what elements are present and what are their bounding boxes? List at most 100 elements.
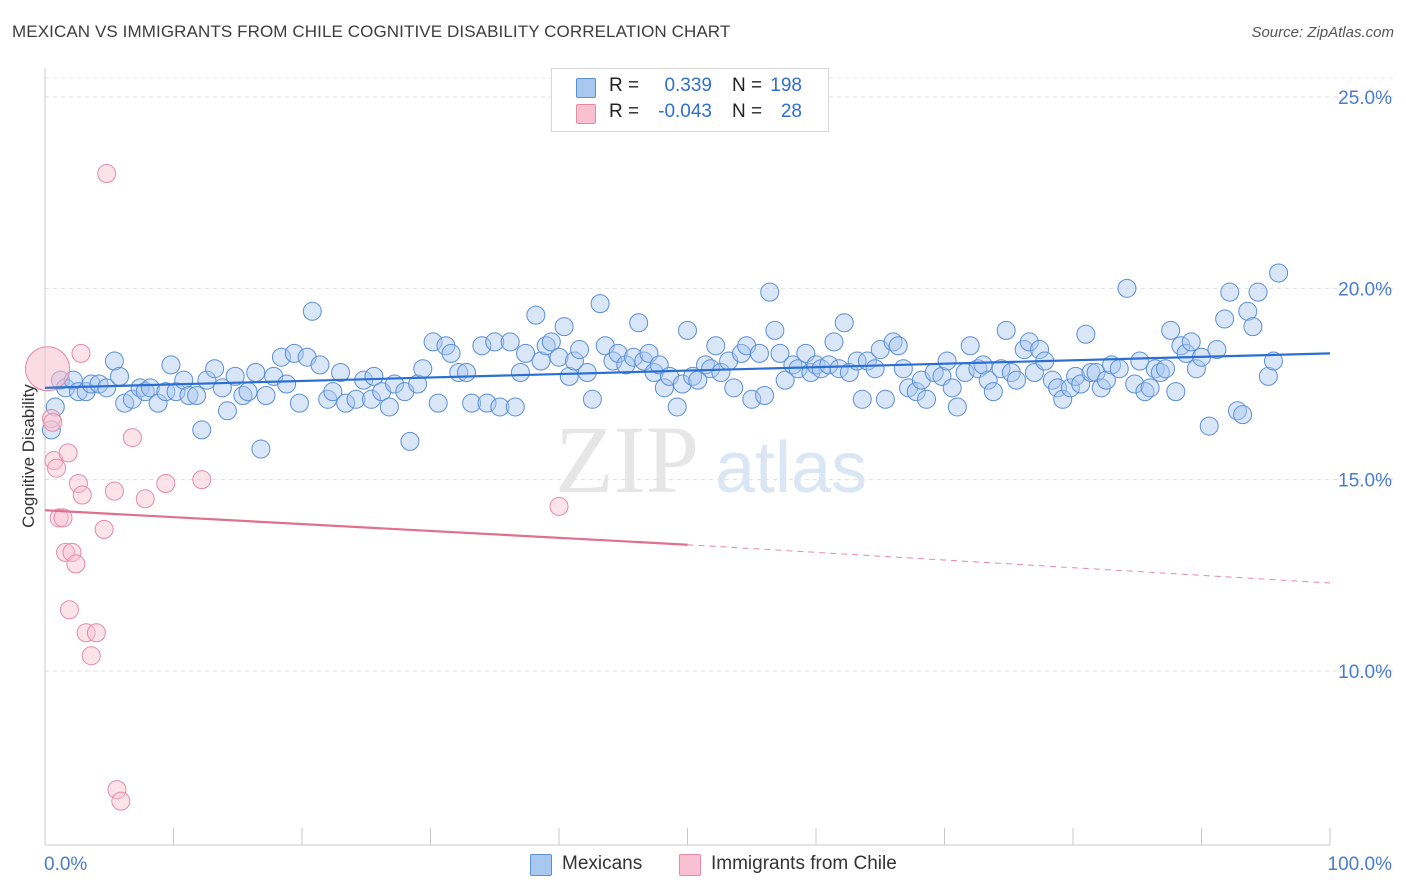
mexicans-point: [41, 420, 61, 440]
mexicans-point: [1109, 359, 1129, 379]
legend-label-mexicans: Mexicans: [562, 853, 643, 874]
mexicans-point: [510, 363, 530, 383]
chile-point: [43, 412, 63, 432]
mexicans-point: [1081, 363, 1101, 383]
chile-point: [111, 791, 131, 811]
mexicans-point: [683, 366, 703, 386]
chile-point: [71, 343, 91, 363]
mexicans-point: [462, 393, 482, 413]
legend-n-label: N =: [732, 101, 763, 122]
mexicans-point: [570, 340, 590, 360]
mexicans-point: [238, 382, 258, 402]
mexicans-point: [310, 355, 330, 375]
mexicans-point: [97, 378, 117, 398]
chile-point: [549, 496, 569, 516]
chile-point: [107, 780, 127, 800]
chile-point: [86, 623, 106, 643]
mexicans-point: [1140, 378, 1160, 398]
mexicans-point: [829, 359, 849, 379]
mexicans-point: [996, 320, 1016, 340]
legend-label-chile: Immigrants from Chile: [711, 853, 897, 874]
legend-swatch-chile: [679, 854, 701, 876]
mexicans-point: [284, 343, 304, 363]
mexicans-point: [110, 366, 130, 386]
mexicans-point: [678, 320, 697, 340]
legend-r-value: -0.043: [658, 101, 712, 122]
mexicans-point: [1125, 374, 1145, 394]
mexicans-point: [1243, 317, 1263, 337]
mexicans-point: [1220, 282, 1240, 302]
mexicans-point: [559, 366, 579, 386]
mexicans-point: [760, 282, 780, 302]
mexicans-point: [1006, 370, 1026, 390]
mexicans-point: [875, 389, 895, 409]
chile-point: [59, 600, 79, 620]
mexicans-point: [608, 343, 628, 363]
mexicans-point: [428, 393, 448, 413]
mexicans-point: [1233, 405, 1253, 425]
source-label: Source: ZipAtlas.com: [1251, 24, 1394, 41]
mexicans-point: [166, 382, 186, 402]
chile-point: [72, 485, 92, 505]
watermark-atlas: atlas: [715, 428, 867, 508]
mexicans-point: [564, 351, 584, 371]
chile-trend-line: [44, 509, 688, 546]
mexicans-point: [888, 336, 908, 356]
mexicans-point: [629, 313, 649, 333]
mexicans-point: [148, 393, 168, 413]
mexicans-point: [156, 382, 176, 402]
mexicans-point: [331, 363, 351, 383]
mexicans-point: [1135, 382, 1155, 402]
mexicans-point: [130, 378, 150, 398]
mexicans-point: [1019, 332, 1039, 352]
y-tick-labels: 10.0% 15.0% 20.0% 25.0%: [1338, 88, 1392, 683]
mexicans-point: [865, 359, 885, 379]
mexicans-point: [770, 343, 790, 363]
mexicans-points: [41, 263, 1289, 459]
y-tick-label: 15.0%: [1338, 471, 1392, 492]
mexicans-point: [1238, 301, 1258, 321]
mexicans-point: [1076, 324, 1096, 344]
correlation-legend: R = 0.339 N = 198 R = -0.043 N = 28: [551, 68, 829, 132]
mexicans-point: [225, 366, 245, 386]
chile-point: [97, 164, 117, 184]
mexicans-point: [706, 336, 726, 356]
mexicans-point: [783, 355, 803, 375]
mexicans-point: [161, 355, 181, 375]
chile-point: [135, 489, 155, 509]
chile-point: [192, 470, 212, 490]
chile-points: [25, 164, 569, 811]
legend-swatch-mexicans: [530, 854, 552, 876]
chile-point: [53, 508, 73, 528]
mexicans-point: [1258, 366, 1278, 386]
legend-swatch-mexicans: [576, 78, 596, 98]
mexicans-point: [531, 351, 551, 371]
mexicans-point: [749, 343, 769, 363]
mexicans-point: [983, 382, 1003, 402]
series-legend: Mexicans Immigrants from Chile: [530, 851, 930, 877]
mexicans-point: [724, 378, 744, 398]
chile-point: [68, 473, 88, 493]
chile-point: [58, 443, 78, 463]
mexicans-point: [413, 359, 433, 379]
mexicans-point: [456, 363, 476, 383]
mexicans-point: [554, 317, 574, 337]
mexicans-point: [1248, 282, 1268, 302]
mexicans-point: [104, 351, 124, 371]
chile-point: [94, 519, 114, 539]
mexicans-point: [824, 332, 844, 352]
mexicans-point: [1199, 416, 1219, 436]
x-tick-label: 100.0%: [1328, 854, 1393, 875]
x-tick-labels: 0.0% 100.0%: [44, 854, 1392, 875]
mexicans-point: [1207, 340, 1227, 360]
chile-point: [156, 473, 176, 493]
mexicans-point: [217, 401, 237, 421]
mexicans-point: [135, 382, 155, 402]
mexicans-point: [1145, 359, 1165, 379]
chart-title: MEXICAN VS IMMIGRANTS FROM CHILE COGNITI…: [12, 22, 731, 41]
mexicans-point: [246, 363, 266, 383]
mexicans-point: [346, 389, 366, 409]
legend-r-label: R =: [609, 75, 640, 96]
mexicans-point: [505, 397, 525, 417]
